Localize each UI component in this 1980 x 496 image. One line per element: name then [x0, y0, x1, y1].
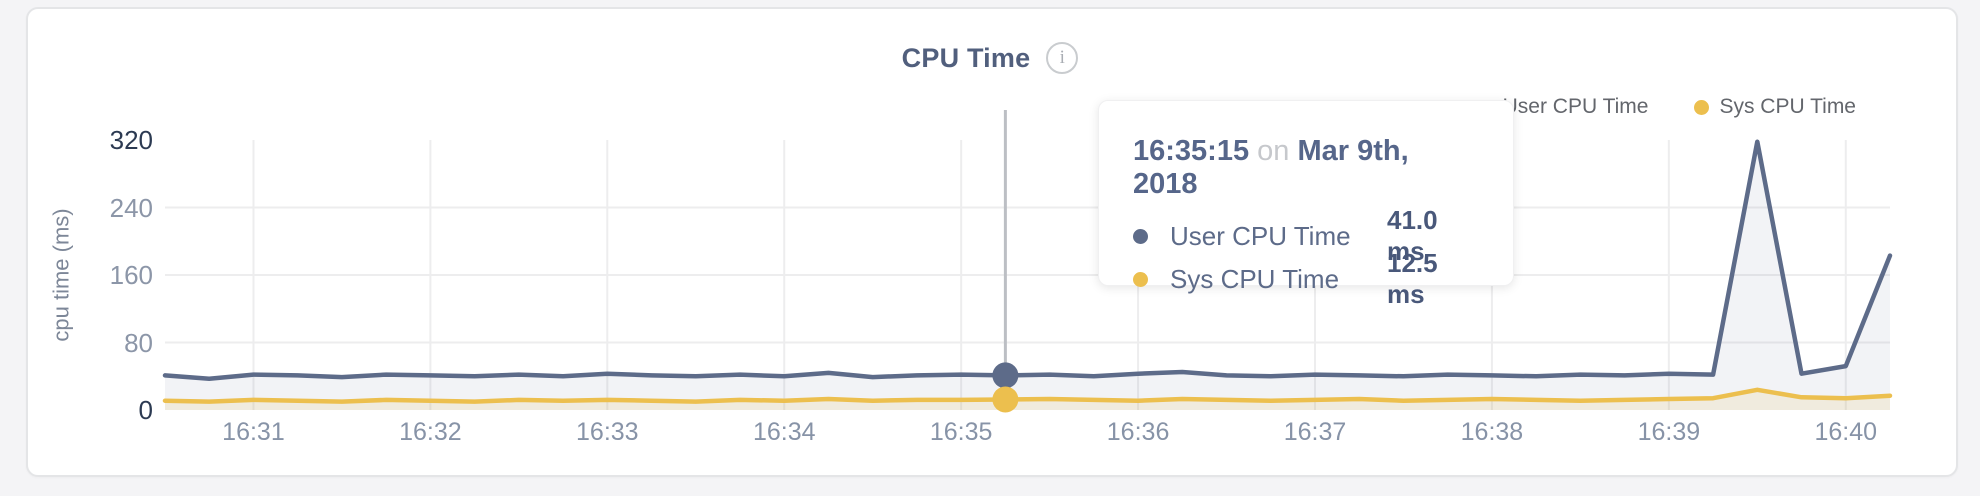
x-tick-label: 16:32	[399, 418, 462, 446]
tooltip-time: 16:35:15	[1133, 135, 1250, 167]
tooltip-row-user: User CPU Time 41.0 ms	[1133, 205, 1479, 266]
user-series-area	[165, 141, 1890, 410]
tooltip-header: 16:35:15 on Mar 9th, 2018	[1133, 135, 1479, 201]
legend-label: User CPU Time	[1502, 95, 1649, 118]
x-tick-label: 16:36	[1106, 418, 1170, 446]
tooltip-value: 41.0 ms	[1386, 205, 1438, 266]
x-tick-label: 16:40	[1814, 418, 1878, 446]
chart-header: CPU Time	[0, 42, 1980, 74]
x-tick-label: 16:31	[222, 418, 285, 446]
tooltip-label: User CPU Time	[1170, 220, 1351, 251]
y-tick-label: 240	[109, 192, 153, 223]
tooltip-value: 12.5 ms	[1386, 248, 1438, 309]
tooltip-separator: on	[1257, 135, 1290, 167]
info-icon[interactable]	[1046, 42, 1079, 74]
plot-area[interactable]	[162, 110, 1893, 413]
x-tick-label: 16:38	[1460, 418, 1524, 446]
x-tick-label: 16:37	[1283, 418, 1347, 446]
chart-legend: User CPU Time Sys CPU Time	[1477, 95, 1856, 119]
sys-series-line	[162, 387, 1893, 404]
y-tick-label: 320	[109, 125, 153, 155]
highlight-point-user	[992, 362, 1019, 389]
x-tick-label: 16:39	[1637, 418, 1701, 446]
x-tick-label: 16:34	[752, 418, 816, 446]
tooltip-row-sys: Sys CPU Time 12.5 ms	[1133, 248, 1479, 309]
cpu-time-chart	[162, 110, 1893, 413]
x-tick-label: 16:35	[929, 418, 993, 446]
user-series-dot-icon	[1133, 228, 1148, 244]
legend-label: Sys CPU Time	[1719, 95, 1856, 118]
sys-series-dot-icon	[1694, 99, 1710, 115]
chart-tooltip: 16:35:15 on Mar 9th, 2018 User CPU Time …	[1098, 100, 1514, 309]
y-tick-label: 0	[138, 395, 153, 425]
y-tick-label: 160	[109, 260, 153, 290]
legend-item-sys-cpu-time[interactable]: Sys CPU Time	[1694, 95, 1856, 119]
highlight-point-sys	[992, 386, 1019, 413]
sys-series-dot-icon	[1133, 271, 1148, 287]
user-series-line	[162, 139, 1893, 382]
y-tick-label: 80	[124, 327, 153, 358]
chart-title: CPU Time	[901, 42, 1031, 73]
x-tick-label: 16:33	[576, 418, 639, 446]
tooltip-date: Mar 9th, 2018	[1133, 135, 1409, 200]
tooltip-label: Sys CPU Time	[1170, 263, 1340, 294]
